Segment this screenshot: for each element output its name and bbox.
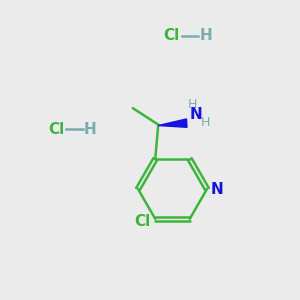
Text: Cl: Cl <box>134 214 151 230</box>
Text: Cl: Cl <box>164 28 180 44</box>
Text: N: N <box>189 106 202 122</box>
Text: N: N <box>211 182 223 196</box>
Text: H: H <box>200 116 210 129</box>
Text: H: H <box>84 122 97 136</box>
Polygon shape <box>158 119 187 127</box>
Text: Cl: Cl <box>48 122 64 136</box>
Text: H: H <box>187 98 197 110</box>
Text: H: H <box>200 28 212 44</box>
